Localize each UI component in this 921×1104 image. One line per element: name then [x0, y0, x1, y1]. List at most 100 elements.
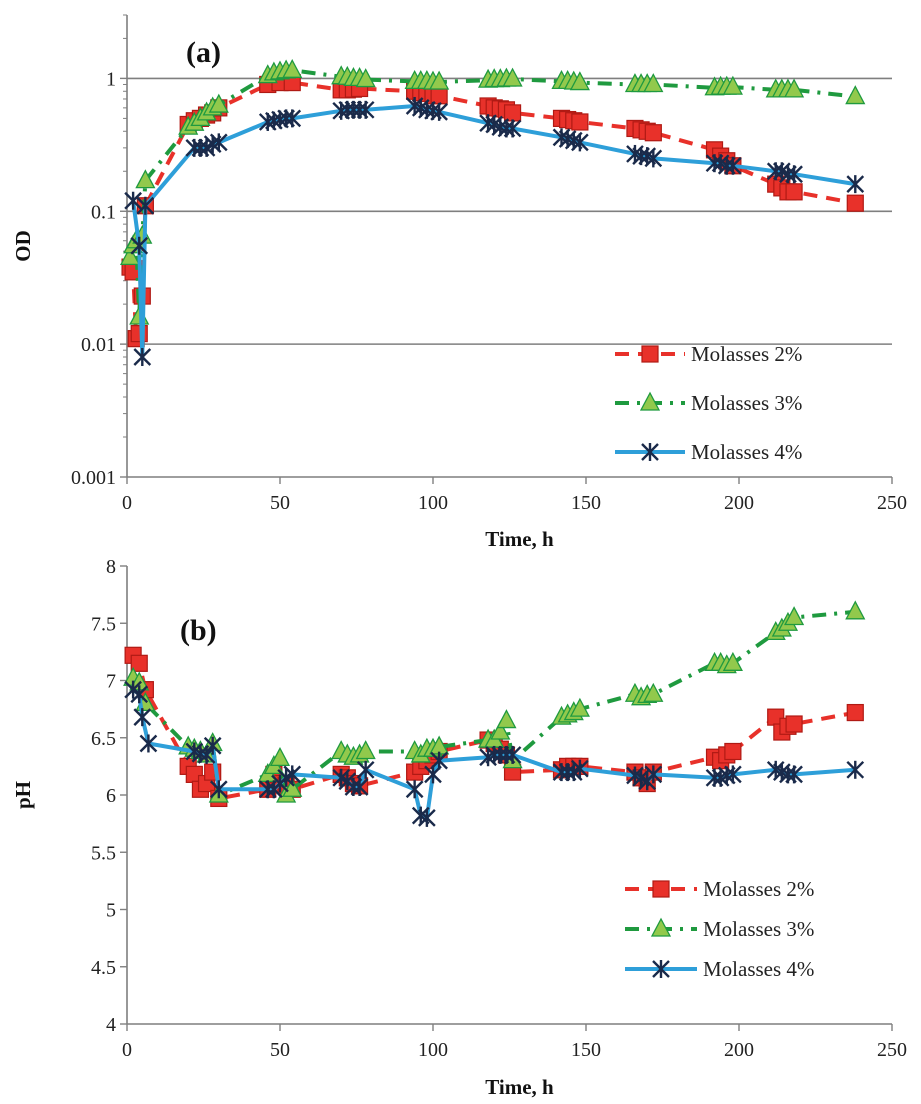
- x-axis-title: Time, h: [485, 527, 554, 551]
- data-point: [209, 780, 228, 799]
- data-point: [571, 759, 589, 778]
- data-point: [136, 196, 155, 215]
- data-point: [571, 113, 589, 131]
- y-tick-label: 5.5: [91, 842, 116, 864]
- series-2: [124, 96, 865, 367]
- x-tick-label: 250: [877, 492, 907, 514]
- data-point: [785, 765, 803, 784]
- data-point: [846, 194, 864, 212]
- data-point: [644, 765, 663, 784]
- y-tick-label: 7.5: [91, 613, 116, 635]
- legend-label: Molasses 4%: [691, 440, 802, 464]
- y-tick-label: 6: [106, 785, 116, 807]
- data-point: [130, 236, 149, 255]
- panel-label: (a): [186, 36, 221, 69]
- x-tick-label: 0: [122, 492, 132, 514]
- data-point: [784, 78, 805, 98]
- data-point: [282, 58, 303, 78]
- legend-label: Molasses 3%: [703, 917, 814, 941]
- legend: Molasses 2% Molasses 3% Molasses 4%: [615, 342, 802, 464]
- data-point: [208, 93, 229, 113]
- y-tick-label: 5: [106, 900, 116, 922]
- data-point: [429, 70, 450, 90]
- data-point: [644, 149, 663, 168]
- x-tick-label: 50: [270, 492, 290, 514]
- data-point: [133, 348, 152, 367]
- y-tick-label: 4: [106, 1014, 116, 1036]
- series-line: [131, 609, 856, 797]
- x-tick-label: 0: [122, 1039, 132, 1061]
- data-point: [845, 600, 866, 620]
- legend-label: Molasses 3%: [691, 391, 802, 415]
- data-point: [418, 808, 436, 827]
- data-point: [135, 169, 156, 189]
- x-tick-label: 200: [724, 1039, 754, 1061]
- data-point: [430, 751, 448, 770]
- y-tick-label: 0.01: [81, 334, 116, 356]
- data-point: [724, 765, 742, 784]
- series-1: [119, 58, 866, 325]
- data-point: [643, 73, 664, 93]
- legend-label: Molasses 2%: [703, 877, 814, 901]
- data-point: [124, 191, 142, 210]
- x-tick-label: 100: [418, 492, 448, 514]
- data-point: [130, 654, 148, 672]
- data-point: [405, 780, 424, 799]
- od-chart: 0.001 0.01 0.1 1 0 50 100 150 200 250 Time, h OD (a)…: [11, 14, 907, 551]
- data-point: [282, 777, 303, 797]
- ph-chart: 4 4.5 5 5.5 6 6.5 7 7.5 8 0 50 100 150 200 250 Time, h p…: [11, 556, 907, 1099]
- x-tick-label: 150: [571, 1039, 601, 1061]
- data-point: [356, 760, 375, 779]
- data-point: [784, 606, 805, 626]
- data-point: [846, 760, 865, 779]
- data-point: [503, 104, 522, 122]
- data-point: [119, 245, 141, 265]
- data-point: [643, 682, 664, 702]
- x-tick-label: 50: [270, 1039, 290, 1061]
- x-tick-label: 250: [877, 1039, 907, 1061]
- data-point: [722, 75, 743, 95]
- data-point: [496, 709, 517, 729]
- data-point: [355, 740, 376, 760]
- data-point: [785, 715, 803, 733]
- legend-marker: [641, 345, 659, 363]
- data-point: [569, 697, 590, 717]
- data-point: [846, 175, 865, 194]
- y-tick-label: 1: [106, 68, 116, 90]
- legend-marker: [641, 443, 659, 461]
- series-2: [124, 680, 865, 827]
- legend: Molasses 2% Molasses 3% Molasses 4%: [625, 877, 814, 981]
- data-point: [139, 734, 158, 753]
- data-point: [785, 165, 803, 184]
- legend-marker: [652, 960, 670, 978]
- data-point: [724, 742, 742, 761]
- legend-label: Molasses 4%: [703, 957, 814, 981]
- data-point: [130, 685, 149, 704]
- data-point: [203, 736, 222, 755]
- data-point: [571, 133, 589, 152]
- y-axis-title: OD: [11, 230, 35, 262]
- data-point: [846, 703, 864, 722]
- y-tick-label: 0.001: [71, 467, 116, 489]
- data-point: [503, 119, 522, 138]
- data-point: [430, 102, 448, 121]
- y-tick-label: 0.1: [91, 201, 116, 223]
- data-point: [722, 651, 743, 671]
- data-point: [845, 85, 866, 105]
- y-tick-label: 8: [106, 556, 116, 578]
- data-point: [502, 67, 523, 87]
- legend-marker: [652, 880, 670, 898]
- data-point: [569, 71, 590, 91]
- series-line: [131, 654, 856, 801]
- data-point: [356, 100, 375, 119]
- data-point: [283, 765, 302, 784]
- legend-label: Molasses 2%: [691, 342, 802, 366]
- y-tick-label: 7: [106, 671, 116, 693]
- y-axis-title: pH: [11, 781, 35, 809]
- panel-label: (b): [180, 614, 217, 647]
- data-point: [133, 708, 152, 727]
- data-point: [644, 124, 662, 142]
- data-point: [724, 156, 742, 175]
- x-tick-label: 100: [418, 1039, 448, 1061]
